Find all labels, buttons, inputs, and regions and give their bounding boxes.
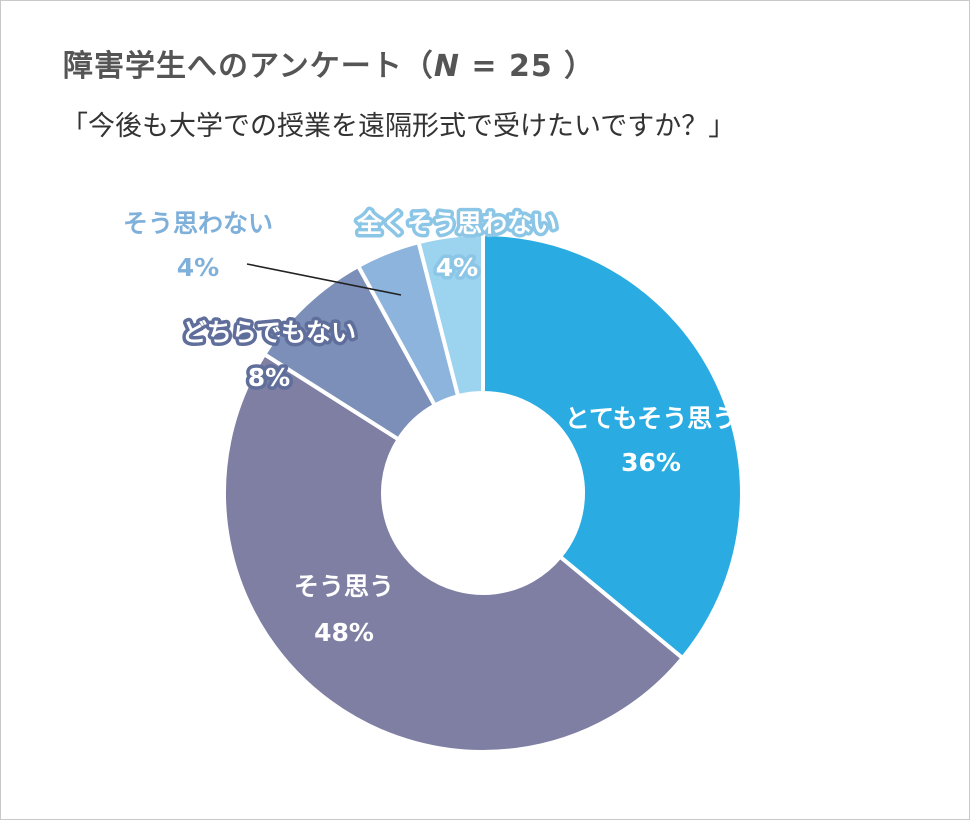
slice-label-name-4: そう思わない <box>123 209 273 238</box>
donut-slices <box>222 231 744 754</box>
slice-label-value-5: 4% <box>436 253 478 282</box>
slice-labels: とてもそう思う 36% そう思う 48% どちらでもない 8% そう思わない 4% 全くそう思わ… <box>123 206 738 648</box>
slice-label-name-3: どちらでもない <box>182 318 356 347</box>
sample-size-symbol: N <box>433 49 460 84</box>
chart-title: 障害学生へのアンケート（N = 25 ） <box>63 49 596 84</box>
slice-label-value-2: 48% <box>314 618 374 647</box>
leader-lines <box>246 263 402 296</box>
chart-subtitle: 「今後も大学での授業を遠隔形式で受けたいですか？」 <box>61 111 736 142</box>
slice-label-value-4: 4% <box>177 253 219 282</box>
donut-slice-1 <box>481 231 744 661</box>
donut-slice-5 <box>416 231 485 399</box>
slice-label-name-2: そう思う <box>294 572 394 601</box>
slice-label-value-3: 8% <box>248 363 290 392</box>
leader-line <box>246 263 402 296</box>
slice-label-name-5: 全くそう思わない <box>356 209 557 238</box>
slice-label-name-1: とてもそう思う <box>565 404 738 433</box>
slice-label-value-1: 36% <box>621 448 681 477</box>
donut-slice-2 <box>222 351 686 754</box>
